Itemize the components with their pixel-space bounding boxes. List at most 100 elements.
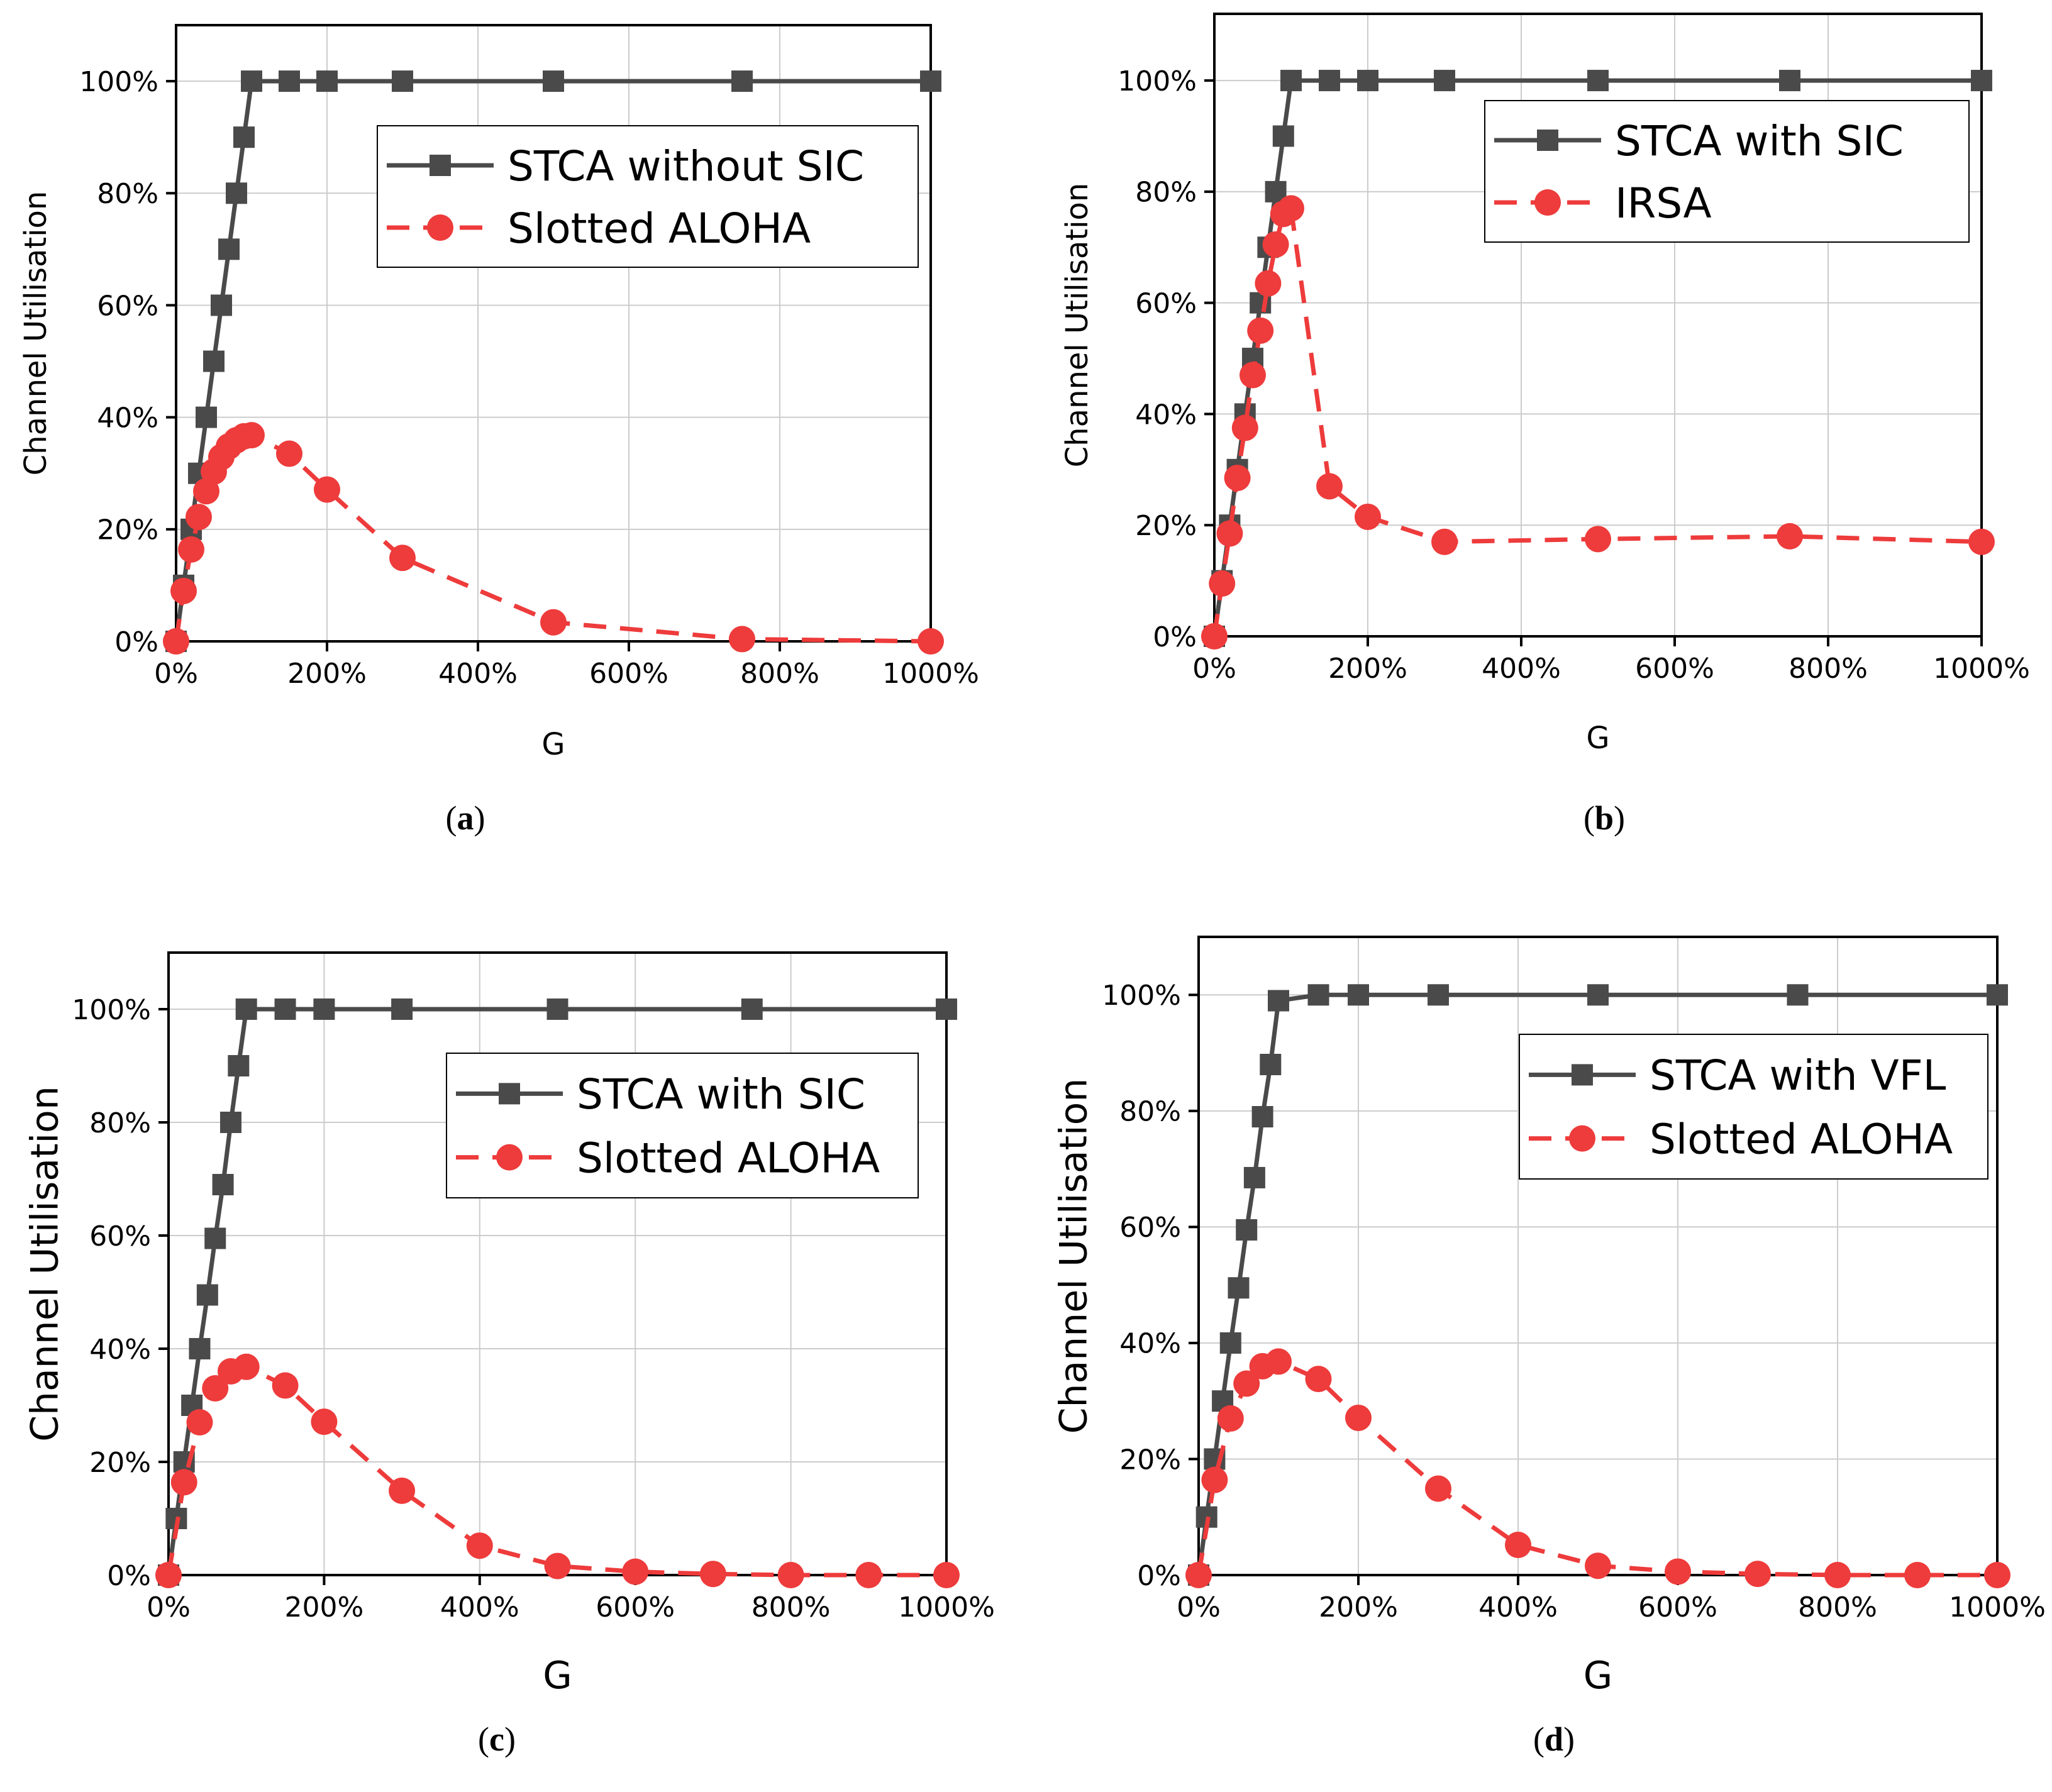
x-tick-label: 800%	[740, 658, 819, 690]
data-point	[155, 1562, 182, 1588]
panel-b: 0% 200% 400% 600% 800% 1000% 0% 20% 40% 60% 80% 100…	[1026, 0, 2051, 896]
data-point	[540, 609, 567, 636]
legend-marker	[499, 1083, 520, 1105]
data-point	[1434, 70, 1455, 92]
legend-box	[446, 1053, 919, 1198]
data-point	[622, 1558, 649, 1585]
data-point	[392, 70, 413, 92]
legend-marker	[427, 214, 453, 241]
series-2	[155, 1353, 960, 1588]
y-tick-label: 0%	[107, 1560, 151, 1592]
data-point	[1984, 1562, 2010, 1588]
legend-label: IRSA	[1615, 179, 1712, 228]
x-tick-label: 200%	[285, 1591, 364, 1623]
data-point	[741, 998, 763, 1020]
data-point	[918, 628, 944, 655]
series-2	[1201, 195, 1995, 650]
legend-marker	[1537, 130, 1558, 151]
x-tick-label: 800%	[1798, 1591, 1877, 1623]
series-line	[1196, 1359, 1997, 1578]
data-point	[466, 1532, 493, 1559]
y-tick-label: 80%	[1119, 1096, 1181, 1128]
legend-box	[1519, 1034, 1988, 1180]
data-point	[163, 628, 189, 655]
data-point	[1505, 1532, 1531, 1559]
y-tick-label: 0%	[114, 626, 158, 658]
y-axis-title: Channel Utilisation	[1052, 1078, 1096, 1434]
data-point	[1307, 984, 1329, 1006]
y-tick-label: 100%	[79, 66, 158, 98]
data-point	[1585, 1552, 1611, 1579]
data-point	[218, 238, 240, 260]
data-point	[1968, 528, 1995, 555]
x-tick-label: 600%	[589, 658, 668, 690]
data-point	[933, 1562, 960, 1588]
ticks: 0% 200% 400% 600% 800% 1000% 0% 20% 40% 60% 80% 100…	[1102, 980, 2046, 1623]
data-point	[1587, 70, 1609, 92]
panel-d: 0% 200% 400% 600% 800% 1000% 0% 20% 40% 60% 80% 100…	[1026, 896, 2051, 1792]
panel-c: 0% 200% 400% 600% 800% 1000% 0% 20% 40% 60% 80% 100…	[0, 896, 1026, 1792]
data-point	[1219, 1332, 1241, 1354]
data-point	[274, 998, 296, 1020]
legend-label: Slotted ALOHA	[1650, 1115, 1953, 1163]
x-tick-label: 200%	[1319, 1591, 1398, 1623]
legend-label: STCA with SIC	[577, 1070, 865, 1119]
gridlines	[1199, 937, 1997, 1575]
data-point	[1236, 1219, 1258, 1241]
data-point	[238, 422, 265, 449]
data-point	[1777, 523, 1803, 550]
data-point	[1305, 1366, 1332, 1393]
data-point	[729, 626, 755, 653]
y-tick-label: 40%	[89, 1334, 151, 1366]
x-tick-label: 0%	[1177, 1591, 1221, 1623]
gridlines	[176, 25, 931, 641]
data-point	[170, 1469, 197, 1496]
data-point	[389, 1477, 416, 1504]
data-point	[1255, 270, 1282, 297]
data-point	[1585, 526, 1611, 553]
legend-box	[1484, 100, 1970, 243]
data-point	[1251, 1106, 1273, 1128]
data-point	[1824, 1562, 1851, 1588]
data-point	[1431, 528, 1458, 555]
gridlines	[169, 953, 946, 1575]
data-point	[1201, 1466, 1228, 1493]
chart-c: 0% 200% 400% 600% 800% 1000% 0% 20% 40% 60% 80% 100…	[23, 951, 995, 1698]
data-point	[1272, 125, 1294, 147]
x-axis-title: G	[543, 1654, 572, 1698]
data-point	[1240, 362, 1266, 389]
chart-d: 0% 200% 400% 600% 800% 1000% 0% 20% 40% 60% 80% 100…	[1052, 936, 2046, 1698]
y-tick-label: 20%	[89, 1447, 151, 1479]
data-point	[1428, 984, 1449, 1006]
plot-frame	[1197, 936, 1999, 1576]
data-point	[1787, 984, 1809, 1006]
data-point	[1231, 414, 1258, 441]
legend-marker	[1572, 1064, 1593, 1086]
plot-frame	[1213, 13, 1983, 638]
legend-label: Slotted ALOHA	[507, 204, 811, 253]
data-point	[731, 70, 753, 92]
x-tick-label: 1000%	[882, 658, 979, 690]
x-tick-label: 0%	[147, 1591, 191, 1623]
data-point	[170, 577, 197, 604]
data-point	[228, 1055, 250, 1076]
y-tick-label: 80%	[97, 178, 158, 210]
data-point	[203, 350, 225, 372]
y-tick-label: 60%	[97, 290, 158, 322]
data-point	[544, 1552, 571, 1579]
chart-b: 0% 200% 400% 600% 800% 1000% 0% 20% 40% 60% 80% 100…	[1060, 13, 2030, 756]
legend-marker	[1569, 1125, 1595, 1152]
y-tick-label: 40%	[1119, 1328, 1181, 1360]
x-tick-label: 400%	[440, 1591, 519, 1623]
caption-b: (b)	[1583, 799, 1625, 837]
data-point	[1779, 70, 1800, 92]
data-point	[1185, 1562, 1212, 1588]
legend-box	[377, 125, 919, 268]
data-point	[219, 1112, 241, 1133]
data-point	[178, 536, 204, 563]
data-point	[699, 1561, 726, 1588]
data-point	[196, 1284, 218, 1306]
data-point	[189, 1338, 211, 1359]
data-point	[1262, 231, 1289, 258]
